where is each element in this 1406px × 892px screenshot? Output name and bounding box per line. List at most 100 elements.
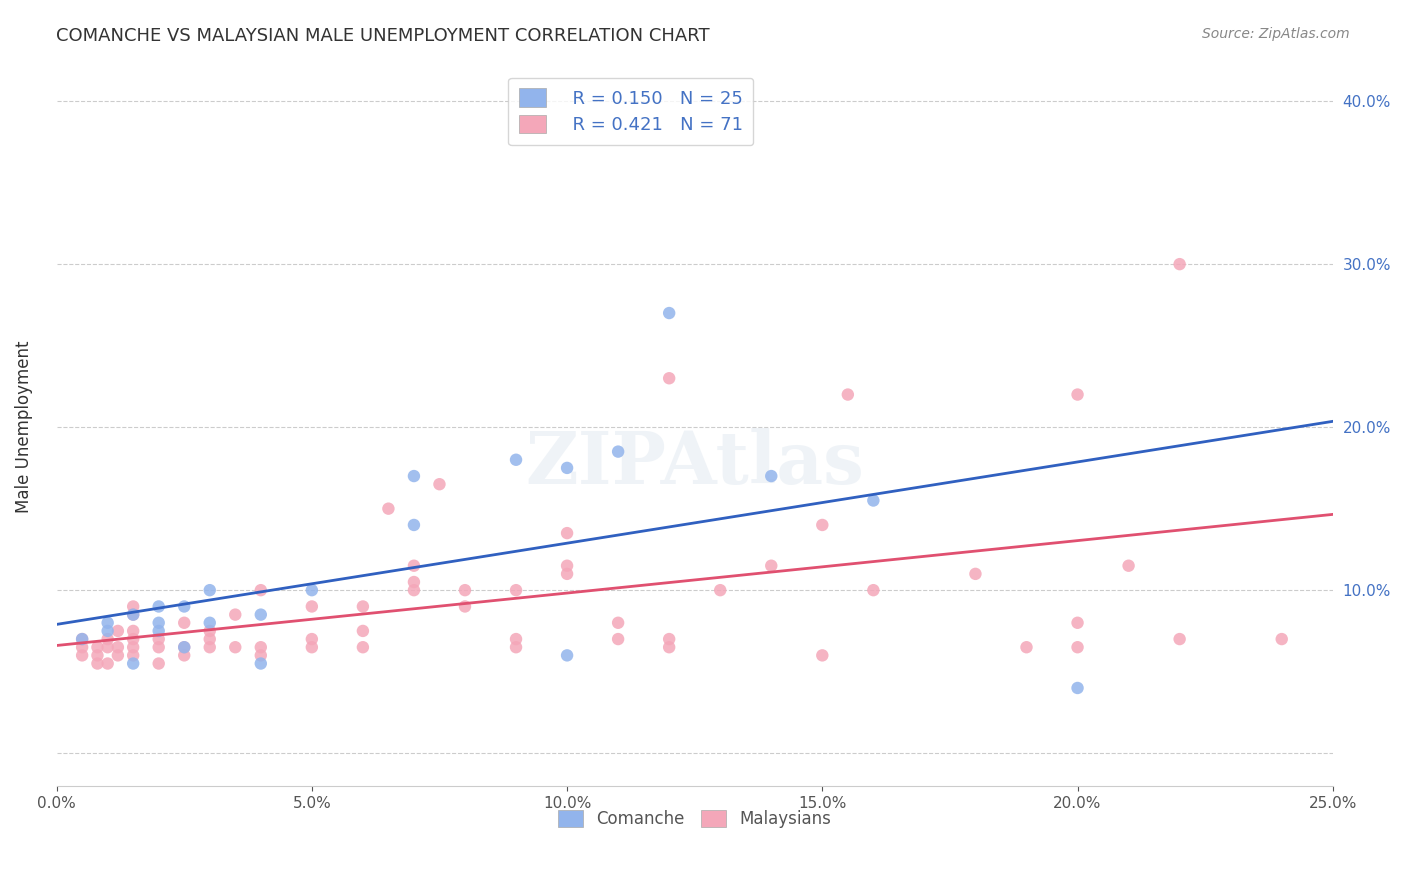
Point (97, 657, 120, 671)
Text: COMANCHE VS MALAYSIAN MALE UNEMPLOYMENT CORRELATION CHART: COMANCHE VS MALAYSIAN MALE UNEMPLOYMENT … (56, 27, 710, 45)
Point (505, 632, 527, 646)
Point (122, 624, 145, 638)
Point (70, 632, 93, 646)
Point (122, 607, 145, 622)
Point (1066, 681, 1088, 695)
Point (658, 632, 681, 646)
Point (70, 640, 93, 655)
Point (122, 607, 145, 622)
Text: Source: ZipAtlas.com: Source: ZipAtlas.com (1202, 27, 1350, 41)
Point (198, 583, 221, 598)
Point (107, 624, 129, 638)
Point (249, 657, 271, 671)
Point (122, 632, 145, 646)
Point (249, 648, 271, 663)
Point (1015, 640, 1038, 655)
Point (97, 632, 120, 646)
Point (107, 640, 129, 655)
Point (555, 558, 578, 573)
Point (173, 599, 195, 614)
Point (249, 607, 271, 622)
Point (658, 640, 681, 655)
Point (173, 615, 195, 630)
Point (173, 640, 195, 655)
Point (454, 599, 477, 614)
Point (454, 583, 477, 598)
Point (658, 306, 681, 320)
Point (301, 583, 323, 598)
Point (122, 640, 145, 655)
Point (173, 640, 195, 655)
Point (607, 632, 630, 646)
Point (965, 566, 987, 581)
Point (402, 518, 425, 533)
Point (1118, 558, 1140, 573)
Point (97, 640, 120, 655)
Point (97, 624, 120, 638)
Point (1066, 640, 1088, 655)
Point (198, 632, 221, 646)
Point (837, 387, 859, 401)
Point (1168, 632, 1191, 646)
Point (198, 624, 221, 638)
Point (862, 583, 884, 598)
Point (70, 648, 93, 663)
Point (555, 648, 578, 663)
Point (607, 444, 630, 458)
Point (70, 632, 93, 646)
Point (658, 371, 681, 385)
Point (301, 599, 323, 614)
Point (86, 657, 108, 671)
Text: ZIPAtlas: ZIPAtlas (526, 427, 865, 499)
Point (811, 518, 834, 533)
Point (505, 452, 527, 467)
Point (198, 615, 221, 630)
Point (505, 640, 527, 655)
Point (148, 657, 170, 671)
Point (402, 574, 425, 589)
Point (1168, 257, 1191, 271)
Point (301, 640, 323, 655)
Point (377, 501, 399, 516)
Point (173, 648, 195, 663)
Point (122, 657, 145, 671)
Point (301, 632, 323, 646)
Point (224, 640, 246, 655)
Point (1066, 387, 1088, 401)
Point (505, 583, 527, 598)
Point (198, 640, 221, 655)
Point (555, 461, 578, 475)
Point (224, 607, 246, 622)
Point (402, 469, 425, 483)
Point (107, 648, 129, 663)
Legend: Comanche, Malaysians: Comanche, Malaysians (551, 804, 838, 835)
Point (709, 583, 731, 598)
Point (122, 648, 145, 663)
Point (122, 599, 145, 614)
Y-axis label: Male Unemployment: Male Unemployment (15, 341, 32, 514)
Point (607, 615, 630, 630)
Point (429, 477, 451, 491)
Point (352, 640, 374, 655)
Point (402, 583, 425, 598)
Point (249, 640, 271, 655)
Point (761, 558, 783, 573)
Point (148, 632, 170, 646)
Point (555, 566, 578, 581)
Point (1066, 615, 1088, 630)
Point (352, 624, 374, 638)
Point (148, 599, 170, 614)
Point (761, 469, 783, 483)
Point (86, 640, 108, 655)
Point (148, 615, 170, 630)
Point (148, 624, 170, 638)
Point (97, 615, 120, 630)
Point (352, 599, 374, 614)
Point (1271, 632, 1294, 646)
Point (148, 640, 170, 655)
Point (86, 648, 108, 663)
Point (402, 558, 425, 573)
Point (249, 583, 271, 598)
Point (555, 526, 578, 541)
Point (811, 648, 834, 663)
